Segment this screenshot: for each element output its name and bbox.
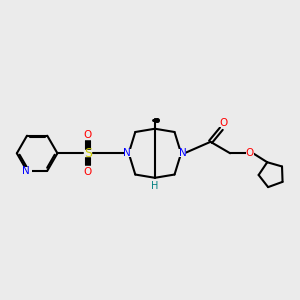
Bar bbox=[152, 182, 158, 188]
Bar bbox=[219, 120, 227, 128]
Text: N: N bbox=[179, 148, 187, 158]
Text: N: N bbox=[123, 148, 131, 158]
Bar bbox=[124, 149, 133, 157]
Text: H: H bbox=[151, 181, 159, 191]
Bar bbox=[22, 167, 32, 175]
Text: O: O bbox=[84, 130, 92, 140]
Text: S: S bbox=[84, 147, 92, 160]
Bar bbox=[176, 149, 186, 157]
Text: O: O bbox=[246, 148, 254, 158]
Text: O: O bbox=[84, 167, 92, 177]
Bar bbox=[245, 150, 254, 157]
Text: O: O bbox=[219, 118, 227, 128]
Text: N: N bbox=[22, 166, 30, 176]
